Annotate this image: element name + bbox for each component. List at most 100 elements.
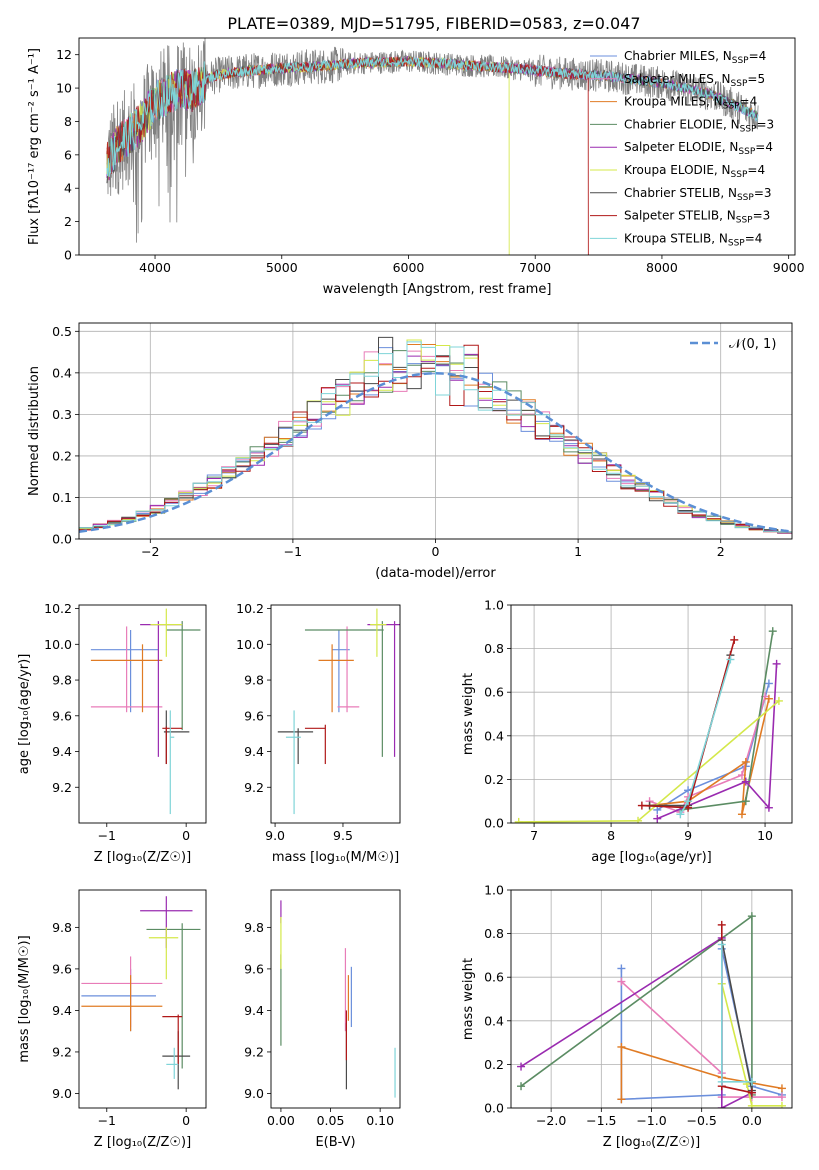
y-tick-label: 0.4 xyxy=(484,1013,504,1028)
mass-weight-marker xyxy=(777,1093,786,1102)
y-tick-label: 0.0 xyxy=(52,532,72,547)
y-tick-label: 0.6 xyxy=(484,685,504,700)
legend-label: Chabrier STELIB, NSSP=3 xyxy=(624,186,772,203)
legend-label: Kroupa MILES, NSSP=4 xyxy=(624,95,757,112)
y-tick-label: 0.0 xyxy=(484,1101,504,1116)
x-tick-label: 9.5 xyxy=(333,828,353,843)
y-tick-label: 0.0 xyxy=(484,816,504,831)
legend-label: Salpeter ELODIE, NSSP=4 xyxy=(624,140,773,157)
y-tick-label: 0.8 xyxy=(484,641,504,656)
legend-label: Kroupa ELODIE, NSSP=4 xyxy=(624,163,765,180)
mass-weight-marker xyxy=(634,816,643,823)
y-axis-label: mass weight xyxy=(461,958,476,1040)
y-tick-label: 0.1 xyxy=(52,490,72,505)
mass-weight-marker xyxy=(717,1077,726,1086)
y-tick-label: 0.5 xyxy=(52,324,72,339)
y-tick-label: 9.4 xyxy=(52,744,72,759)
x-tick-label: 2 xyxy=(717,544,725,559)
x-axis-label: mass [log₁₀(M/M☉)] xyxy=(272,850,399,865)
x-tick-label: 0 xyxy=(432,544,440,559)
x-axis-label: E(B-V) xyxy=(315,1135,355,1150)
errorbar-point-8 xyxy=(162,1014,183,1065)
mass-weight-marker xyxy=(747,912,756,921)
y-tick-label: 9.8 xyxy=(52,920,72,935)
x-tick-label: 8 xyxy=(607,828,615,843)
y-axis-label: age [log₁₀(age/yr)] xyxy=(17,654,32,775)
y-tick-label: 0.3 xyxy=(52,407,72,422)
errorbar-point-9 xyxy=(166,1047,179,1079)
errorbar-point-6 xyxy=(370,608,387,657)
mass-weight-marker xyxy=(764,694,773,703)
figure-title: PLATE=0389, MJD=51795, FIBERID=0583, z=0… xyxy=(227,14,640,33)
errorbar-point-2 xyxy=(337,626,360,713)
x-tick-label: 8000 xyxy=(646,260,678,275)
mass-weight-marker xyxy=(617,1095,626,1104)
panel-6: −1 0 9.0 9.2 9.4 9.6 9.8 Z [log₁₀(Z/Z☉)] mass [l… xyxy=(17,889,207,1150)
mass-weight-marker xyxy=(764,803,773,812)
x-tick-label: 10 xyxy=(757,828,773,843)
x-axis-label: Z [log₁₀(Z/Z☉)] xyxy=(94,850,191,865)
errorbar-point-8 xyxy=(162,726,183,765)
x-tick-label: 0 xyxy=(182,1113,190,1128)
y-axis-label: mass weight xyxy=(461,673,476,755)
x-tick-label: 7 xyxy=(530,828,538,843)
y-tick-label: 9.6 xyxy=(52,708,72,723)
mass-weight-marker xyxy=(777,1084,786,1093)
y-tick-label: 0.2 xyxy=(484,772,504,787)
x-tick-label: 0.05 xyxy=(317,1113,345,1128)
legend-label: Salpeter STELIB, NSSP=3 xyxy=(624,209,770,226)
errorbar-point-6 xyxy=(150,608,183,657)
mass-weight-marker xyxy=(730,635,739,644)
panel-4: 9.0 9.5 9.2 9.4 9.6 9.8 10.0 10.2 mass [log₁₀(M/… xyxy=(236,601,401,865)
y-tick-label: 0 xyxy=(64,248,72,263)
y-tick-label: 0.4 xyxy=(484,728,504,743)
x-tick-label: 4000 xyxy=(139,260,171,275)
x-tick-label: 0.00 xyxy=(267,1113,295,1128)
y-tick-label: 9.2 xyxy=(244,1044,264,1059)
x-tick-label: −1 xyxy=(284,544,302,559)
x-tick-label: 0.0 xyxy=(742,1113,762,1128)
mass-weight-marker xyxy=(717,940,726,949)
panel-1: 4000 5000 6000 7000 8000 9000 0 2 4 6 8 10 12 wavelen… xyxy=(27,37,805,297)
errorbar-point-9 xyxy=(169,710,175,815)
y-tick-label: 1.0 xyxy=(484,598,504,613)
y-tick-label: 9.2 xyxy=(244,780,264,795)
legend-label: Salpeter MILES, NSSP=5 xyxy=(624,72,765,89)
mass-weight-marker xyxy=(617,964,626,973)
y-tick-label: 10 xyxy=(56,81,72,96)
mass-weight-line-6 xyxy=(721,983,782,1107)
y-tick-label: 10.2 xyxy=(236,601,264,616)
x-axis-label: Z [log₁₀(Z/Z☉)] xyxy=(603,1135,700,1150)
y-tick-label: 9.2 xyxy=(52,780,72,795)
model-spectrum-9 xyxy=(106,56,759,177)
x-tick-label: 0 xyxy=(182,828,190,843)
gaussian-curve xyxy=(79,372,792,533)
axes-frame xyxy=(78,322,793,540)
errorbar-point-3 xyxy=(81,975,163,1032)
y-tick-label: 8 xyxy=(64,114,72,129)
panel-2: −2 −1 0 1 2 0.0 0.1 0.2 0.3 0.4 0.5 (data-model)/er… xyxy=(27,322,793,581)
mass-weight-marker xyxy=(726,655,735,664)
axes-frame xyxy=(78,37,796,256)
mass-weight-marker xyxy=(741,777,750,786)
x-tick-label: −1.5 xyxy=(586,1113,616,1128)
histogram-legend: 𝒩(0, 1) xyxy=(690,337,776,352)
mass-weight-marker xyxy=(517,1062,526,1071)
y-tick-label: 9.8 xyxy=(52,673,72,688)
y-tick-label: 0.8 xyxy=(484,926,504,941)
panel-7: 0.00 0.05 0.10 9.0 9.2 9.4 9.6 9.8 E(B-V) xyxy=(244,889,401,1150)
x-tick-label: 7000 xyxy=(519,260,551,275)
errorbar-point-3 xyxy=(318,644,354,713)
x-axis-label: wavelength [Angstrom, rest frame] xyxy=(323,282,552,297)
y-tick-label: 0.6 xyxy=(484,970,504,985)
y-axis-label: Normed distribution xyxy=(27,366,42,496)
legend-label: 𝒩(0, 1) xyxy=(729,337,776,352)
mass-weight-marker xyxy=(517,1082,526,1091)
x-axis-label: age [log₁₀(age/yr)] xyxy=(591,850,712,865)
axes-frame xyxy=(270,604,401,824)
errorbar-point-6 xyxy=(148,927,179,980)
x-tick-label: 9.0 xyxy=(265,828,285,843)
y-tick-label: 9.4 xyxy=(244,744,264,759)
legend-label: Kroupa STELIB, NSSP=4 xyxy=(624,231,762,248)
y-axis-label: mass [log₁₀(M/M☉)] xyxy=(17,935,32,1062)
